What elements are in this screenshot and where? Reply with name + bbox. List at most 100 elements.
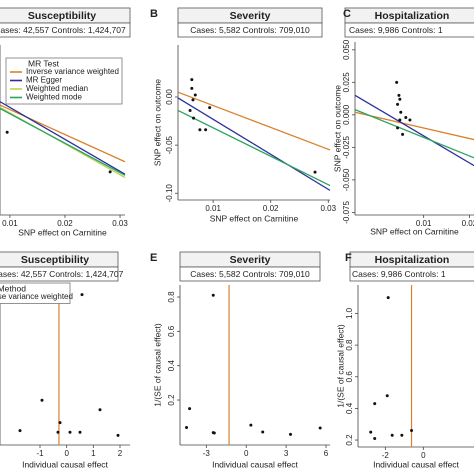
point [396,102,400,106]
point [188,108,192,112]
point [188,407,192,411]
subtitle-box [177,22,323,38]
point [80,293,84,297]
y-tick-label: -0.075 [342,201,351,224]
point [397,93,401,97]
x-tick-label: 0 [64,449,69,458]
subtitle-box [344,22,474,38]
point [396,126,400,130]
panel-title: Susceptibility [21,254,89,266]
y-axis-label: 1/(SE of causal effect) [335,324,345,408]
point [390,433,394,437]
point [398,118,402,122]
y-tick-label: 0.8 [167,291,176,303]
point [400,433,404,437]
point [373,402,377,406]
fit-line [0,101,126,175]
fit-line [177,109,331,187]
y-tick-label: 0.050 [342,39,351,60]
y-tick-label: 0.000 [342,104,351,125]
x-tick-label: -1 [36,449,44,458]
x-axis-label: Individual causal effect [373,459,459,469]
subtitle-box [179,266,321,282]
point [313,170,317,174]
subtitle-box [0,22,131,38]
subtitle-box [0,266,119,282]
fit-line [354,94,474,167]
x-tick-label: 0.02 [462,219,474,228]
y-axis-label: SNP effect on outcome [332,85,342,172]
legend-title: MR Test [28,58,60,68]
y-tick-label: 0.8 [345,339,354,351]
point [373,436,377,440]
point [261,430,265,434]
x-tick-label: -2 [382,451,390,460]
point [211,293,215,297]
point [404,115,408,119]
legend-label: Weighted mode [26,93,82,102]
y-tick-label: 0.4 [345,402,354,414]
panel-title: Severity [230,254,271,266]
panel-title: Hospitalization [375,254,450,266]
legend-box [0,282,71,304]
point [401,132,405,136]
fit-line [177,97,331,191]
y-tick-label: -0.050 [342,168,351,191]
point [395,80,399,84]
panel-title: Severity [230,10,271,22]
legend-label: Inverse variance weighted [26,67,119,76]
point [108,170,112,174]
x-tick-label: 0.01 [205,204,221,213]
point [116,433,120,437]
point [193,93,197,97]
x-tick-label: 2 [118,449,123,458]
panel-label: F [345,252,352,264]
panel-title: Susceptibility [28,10,96,22]
panel-label: E [150,252,157,264]
x-tick-label: 3 [284,449,289,458]
x-tick-label: 0.02 [57,219,73,228]
x-axis-label: Individual causal effect [22,459,108,469]
point [249,423,253,427]
x-tick-label: 0.03 [112,219,128,228]
y-axis-label: 1/(SE of causal effect) [152,323,162,407]
panel-label: B [150,8,158,20]
subtitle-box [349,266,474,282]
point [58,421,62,425]
x-tick-label: 0 [244,449,249,458]
y-axis-label: SNP effect on outcome [152,79,162,166]
point [289,432,293,436]
point [318,426,322,430]
point [78,430,82,434]
panel-title: Hospitalization [375,10,450,22]
point [190,86,194,90]
point [398,97,402,101]
fit-line [0,107,126,176]
x-tick-label: 0.01 [416,219,432,228]
legend-label: Inverse variance weighted [0,292,73,301]
panel-subtitle: Cases: 5,582 Controls: 709,010 [190,269,310,279]
legend-label: Weighted median [26,84,88,93]
x-axis-label: SNP effect on Carnitine [370,226,459,236]
x-tick-label: -3 [203,449,211,458]
point [68,430,72,434]
x-tick-label: 0 [421,451,426,460]
x-tick-label: 1 [91,449,96,458]
fit-line [0,104,126,163]
y-tick-label: 1.0 [345,307,354,319]
y-tick-label: -0.025 [342,135,351,158]
point [386,296,390,300]
legend-title: MR Method [0,283,26,293]
point [385,394,389,398]
point [192,116,196,120]
point [56,430,60,434]
y-tick-label: 0.2 [345,434,354,446]
legend-box [5,57,123,105]
x-tick-label: 0.01 [2,219,18,228]
panel-subtitle: Cases: 9,986 Controls: 1 [352,269,446,279]
x-axis-label: Individual causal effect [212,459,298,469]
point [18,429,22,433]
y-tick-label: 0.025 [342,72,351,93]
point [212,431,216,435]
